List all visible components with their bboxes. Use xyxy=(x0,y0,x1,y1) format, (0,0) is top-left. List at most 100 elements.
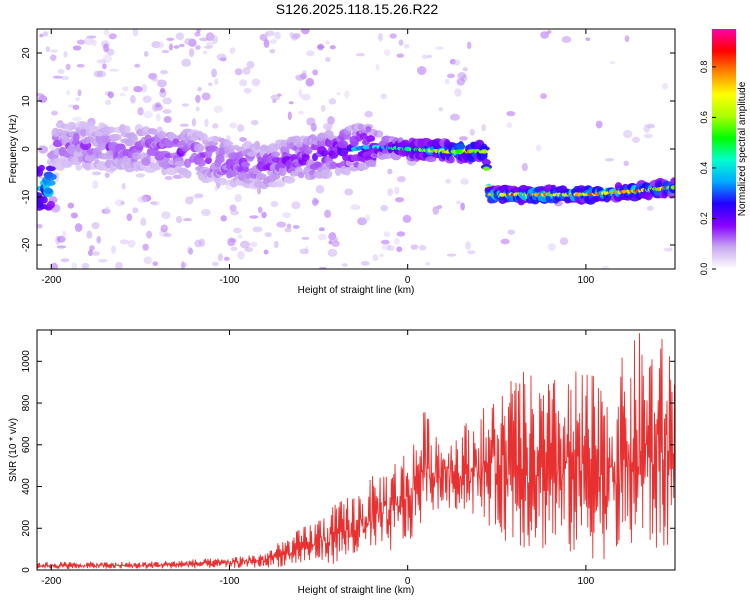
heatmap-noise-cell xyxy=(322,122,333,131)
heatmap-cell xyxy=(38,164,45,172)
heatmap-noise-cell xyxy=(454,88,462,97)
heatmap-noise-cell xyxy=(184,38,194,46)
heatmap-x-ticks: -200 -100 0 100 xyxy=(41,29,595,286)
heatmap-noise-cell xyxy=(197,86,202,92)
heatmap-noise-cell xyxy=(160,224,168,233)
heatmap-noise-cell xyxy=(72,45,82,51)
heatmap-noise-cell xyxy=(380,239,390,245)
heatmap-noise-cell xyxy=(269,48,276,54)
heatmap-y-axis-label: Frequency (Hz) xyxy=(8,115,19,184)
heatmap-cell xyxy=(329,161,338,170)
heatmap-y-tick-label: 0 xyxy=(21,146,32,152)
heatmap-noise-cell xyxy=(383,231,391,238)
heatmap-noise-cell xyxy=(109,68,119,72)
heatmap-noise-cell xyxy=(161,211,171,220)
heatmap-noise-cell xyxy=(469,128,475,136)
heatmap-noise-cell xyxy=(251,78,261,87)
heatmap-noise-cell xyxy=(188,247,194,255)
snr-y-tick-label: 1000 xyxy=(21,350,32,373)
heatmap-noise-cell xyxy=(561,35,572,44)
heatmap-noise-cell xyxy=(81,262,90,269)
heatmap-noise-cell xyxy=(237,250,245,260)
heatmap-cell xyxy=(365,159,376,167)
heatmap-noise-cell xyxy=(229,122,237,129)
heatmap-noise-cell xyxy=(155,102,162,108)
heatmap-noise-cell xyxy=(312,69,319,76)
heatmap-noise-cell xyxy=(329,45,336,50)
heatmap-noise-cell xyxy=(318,266,327,269)
heatmap-noise-cell xyxy=(263,39,270,48)
heatmap-noise-cell xyxy=(184,196,194,205)
heatmap-noise-cell xyxy=(122,86,129,92)
heatmap-noise-cell xyxy=(458,136,469,141)
heatmap-noise-cell xyxy=(535,144,542,152)
heatmap-noise-cell xyxy=(213,105,223,114)
heatmap-cells xyxy=(37,29,675,269)
heatmap-noise-cell xyxy=(643,124,650,133)
heatmap-noise-cell xyxy=(455,200,462,205)
heatmap-y-ticks: -20 -10 0 10 20 xyxy=(21,47,675,252)
heatmap-noise-cell xyxy=(212,123,219,129)
heatmap-noise-cell xyxy=(663,247,673,252)
heatmap-noise-cell xyxy=(299,248,309,255)
heatmap-noise-cell xyxy=(132,207,139,214)
heatmap-noise-cell xyxy=(217,253,223,262)
heatmap-noise-cell xyxy=(143,256,152,265)
heatmap-noise-cell xyxy=(130,95,136,104)
heatmap-noise-cell xyxy=(465,241,471,250)
heatmap-cell xyxy=(130,133,138,144)
heatmap-cell xyxy=(147,128,158,135)
snr-x-tick-label: -100 xyxy=(219,576,239,587)
heatmap-noise-cell xyxy=(306,117,316,126)
heatmap-noise-cell xyxy=(162,97,173,105)
heatmap-noise-cell xyxy=(195,45,201,50)
heatmap-noise-cell xyxy=(286,223,292,229)
heatmap-noise-cell xyxy=(157,79,167,88)
heatmap-noise-cell xyxy=(39,33,44,38)
heatmap-noise-cell xyxy=(301,236,310,240)
heatmap-noise-cell xyxy=(355,52,366,57)
heatmap-noise-cell xyxy=(426,54,433,59)
heatmap-noise-cell xyxy=(227,237,236,247)
snr-x-tick-label: 0 xyxy=(405,576,411,587)
heatmap-noise-cell xyxy=(111,245,117,254)
heatmap-cell xyxy=(205,156,212,165)
heatmap-cell xyxy=(344,167,351,176)
heatmap-noise-cell xyxy=(450,113,460,121)
heatmap-cell xyxy=(183,158,192,169)
heatmap-noise-cell xyxy=(398,39,404,46)
heatmap-noise-cell xyxy=(438,107,443,112)
heatmap-noise-cell xyxy=(160,70,169,75)
heatmap-noise-cell xyxy=(328,240,333,245)
heatmap-cell xyxy=(97,142,107,151)
colorbar-tick-label: 0.4 xyxy=(699,162,709,175)
snr-series-line xyxy=(37,333,675,569)
heatmap-noise-cell xyxy=(205,41,215,47)
heatmap-cell xyxy=(75,164,83,171)
heatmap-noise-cell xyxy=(75,96,81,102)
heatmap-noise-cell xyxy=(317,45,325,49)
heatmap-cell xyxy=(225,140,234,147)
heatmap-noise-cell xyxy=(181,58,191,67)
heatmap-noise-cell xyxy=(229,204,237,212)
heatmap-noise-cell xyxy=(223,256,230,261)
heatmap-noise-cell xyxy=(142,243,149,251)
heatmap-noise-cell xyxy=(178,43,185,48)
heatmap-noise-cell xyxy=(318,227,325,232)
heatmap-cell xyxy=(77,155,85,163)
heatmap-cell xyxy=(343,134,352,140)
heatmap-cell xyxy=(337,140,349,149)
heatmap-noise-cell xyxy=(141,84,147,93)
heatmap-cell xyxy=(480,152,488,160)
heatmap-noise-cell xyxy=(214,185,219,192)
heatmap-cell xyxy=(194,143,205,153)
heatmap-noise-cell xyxy=(602,265,610,269)
heatmap-noise-cell xyxy=(257,206,263,214)
heatmap-noise-cell xyxy=(127,239,136,248)
heatmap-noise-cell xyxy=(460,178,469,185)
heatmap-cell xyxy=(256,173,267,181)
heatmap-noise-cell xyxy=(50,262,58,269)
heatmap-noise-cell xyxy=(233,227,242,234)
heatmap-cell xyxy=(240,161,251,168)
